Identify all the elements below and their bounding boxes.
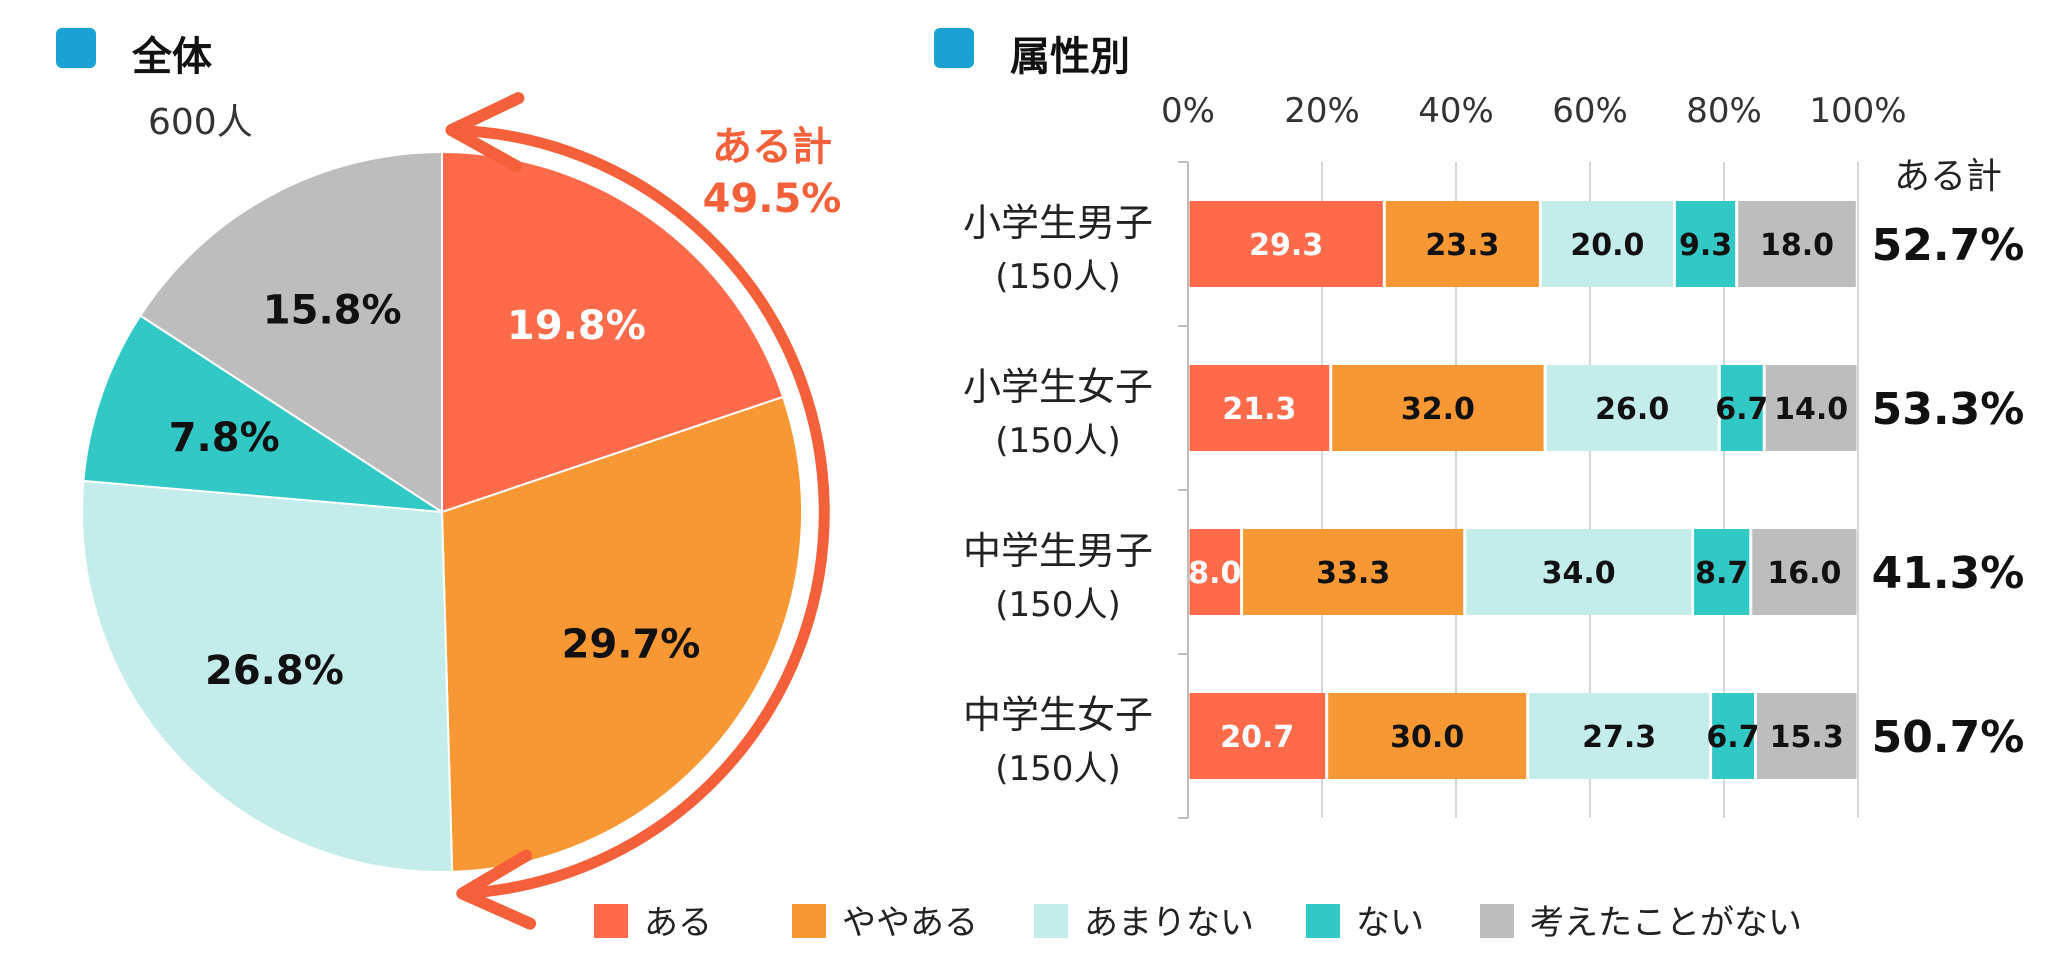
section-marker-by-attribute	[934, 28, 974, 68]
bar-segment-4-1	[1189, 693, 1326, 779]
legend-swatch-1	[594, 904, 628, 938]
pie-value-label-3: 26.8%	[205, 648, 344, 694]
legend-swatch-2	[792, 904, 826, 938]
bar-value-label-4-4: 6.7	[1706, 720, 1759, 755]
bar-segment-4-5	[1757, 693, 1857, 779]
category-label-2: 小学生女子	[963, 365, 1153, 409]
category-label-4: 中学生女子	[963, 693, 1153, 737]
legend-swatch-3	[1034, 904, 1068, 938]
total-bracket-arc	[453, 124, 830, 899]
legend-swatch-5	[1480, 904, 1514, 938]
pie-slice-5	[138, 150, 443, 514]
pie-slice-3	[81, 479, 454, 873]
bar-segment-1-4	[1675, 201, 1736, 287]
total-annotation-value: 49.5%	[703, 176, 842, 222]
legend-label-3: あまりない	[1084, 903, 1254, 943]
bar-segment-1-1	[1189, 201, 1383, 287]
total-value-1: 52.7%	[1872, 220, 2025, 271]
bar-segment-2-2	[1332, 365, 1544, 451]
bar-value-label-3-1: 8.0	[1188, 556, 1241, 591]
total-bracket-arrow-top	[445, 92, 525, 173]
bar-segment-1-5	[1738, 201, 1856, 287]
pie-value-label-4: 7.8%	[169, 415, 280, 461]
x-tick-label-2: 40%	[1418, 91, 1494, 131]
bar-value-label-1-4: 9.3	[1679, 228, 1732, 263]
x-tick-label-4: 80%	[1686, 91, 1762, 131]
bar-segment-3-4	[1694, 529, 1750, 615]
bar-segment-3-2	[1243, 529, 1464, 615]
bar-value-label-1-1: 29.3	[1249, 228, 1323, 263]
bar-value-label-1-3: 20.0	[1570, 228, 1644, 263]
bar-value-label-3-3: 34.0	[1542, 556, 1616, 591]
bar-segment-2-3	[1546, 365, 1718, 451]
legend-label-1: ある	[644, 903, 712, 943]
x-tick-label-1: 20%	[1284, 91, 1360, 131]
legend-label-5: 考えたことがない	[1530, 903, 1802, 943]
category-label-1: 小学生男子	[963, 201, 1153, 245]
bar-segment-4-2	[1328, 693, 1527, 779]
category-count-3: (150人)	[995, 585, 1120, 625]
x-tick-label-5: 100%	[1809, 91, 1906, 131]
bar-segment-2-4	[1720, 365, 1763, 451]
bar-value-label-2-1: 21.3	[1222, 392, 1296, 427]
bar-segment-1-3	[1541, 201, 1673, 287]
total-value-3: 41.3%	[1872, 548, 2025, 599]
bar-segment-3-5	[1752, 529, 1857, 615]
bar-value-label-4-3: 27.3	[1582, 720, 1656, 755]
bar-value-label-2-4: 6.7	[1715, 392, 1768, 427]
section-title-overall: 全体	[132, 34, 212, 80]
total-annotation-label: ある計	[712, 124, 832, 170]
x-tick-label-3: 60%	[1552, 91, 1628, 131]
bar-segment-3-3	[1466, 529, 1691, 615]
bar-value-label-2-5: 14.0	[1774, 392, 1848, 427]
category-count-4: (150人)	[995, 749, 1120, 789]
pie-slice-2	[440, 395, 803, 873]
legend-swatch-4	[1306, 904, 1340, 938]
pie-subtitle: 600人	[148, 102, 253, 143]
category-count-2: (150人)	[995, 421, 1120, 461]
bar-value-label-1-2: 23.3	[1425, 228, 1499, 263]
bar-segment-2-5	[1765, 365, 1857, 451]
legend-label-4: ない	[1356, 903, 1424, 943]
bar-value-label-3-5: 16.0	[1767, 556, 1841, 591]
bar-value-label-1-5: 18.0	[1760, 228, 1834, 263]
bar-value-label-3-2: 33.3	[1316, 556, 1390, 591]
bar-value-label-4-1: 20.7	[1220, 720, 1294, 755]
category-label-3: 中学生男子	[963, 529, 1153, 573]
total-bracket-arrow-bottom	[456, 849, 537, 930]
bar-value-label-4-2: 30.0	[1390, 720, 1464, 755]
bar-value-label-4-5: 15.3	[1770, 720, 1844, 755]
total-value-4: 50.7%	[1872, 712, 2025, 763]
bar-value-label-2-3: 26.0	[1595, 392, 1669, 427]
bar-segment-4-4	[1712, 693, 1754, 779]
pie-slice-4	[82, 314, 443, 513]
category-count-1: (150人)	[995, 257, 1120, 297]
bar-segment-2-1	[1189, 365, 1330, 451]
section-title-by-attribute: 属性別	[1010, 34, 1130, 80]
pie-value-label-1: 19.8%	[507, 303, 646, 349]
x-tick-label-0: 0%	[1161, 91, 1215, 131]
pie-value-label-5: 15.8%	[263, 288, 402, 334]
bar-segment-1-2	[1385, 201, 1539, 287]
total-value-2: 53.3%	[1872, 384, 2025, 435]
legend-label-2: ややある	[842, 903, 978, 943]
bar-value-label-2-2: 32.0	[1401, 392, 1475, 427]
bar-segment-4-3	[1529, 693, 1710, 779]
bar-segment-3-1	[1189, 529, 1241, 615]
totals-header: ある計	[1894, 156, 2002, 197]
pie-value-label-2: 29.7%	[562, 622, 701, 668]
section-marker-overall	[56, 28, 96, 68]
bar-value-label-3-4: 8.7	[1695, 556, 1748, 591]
